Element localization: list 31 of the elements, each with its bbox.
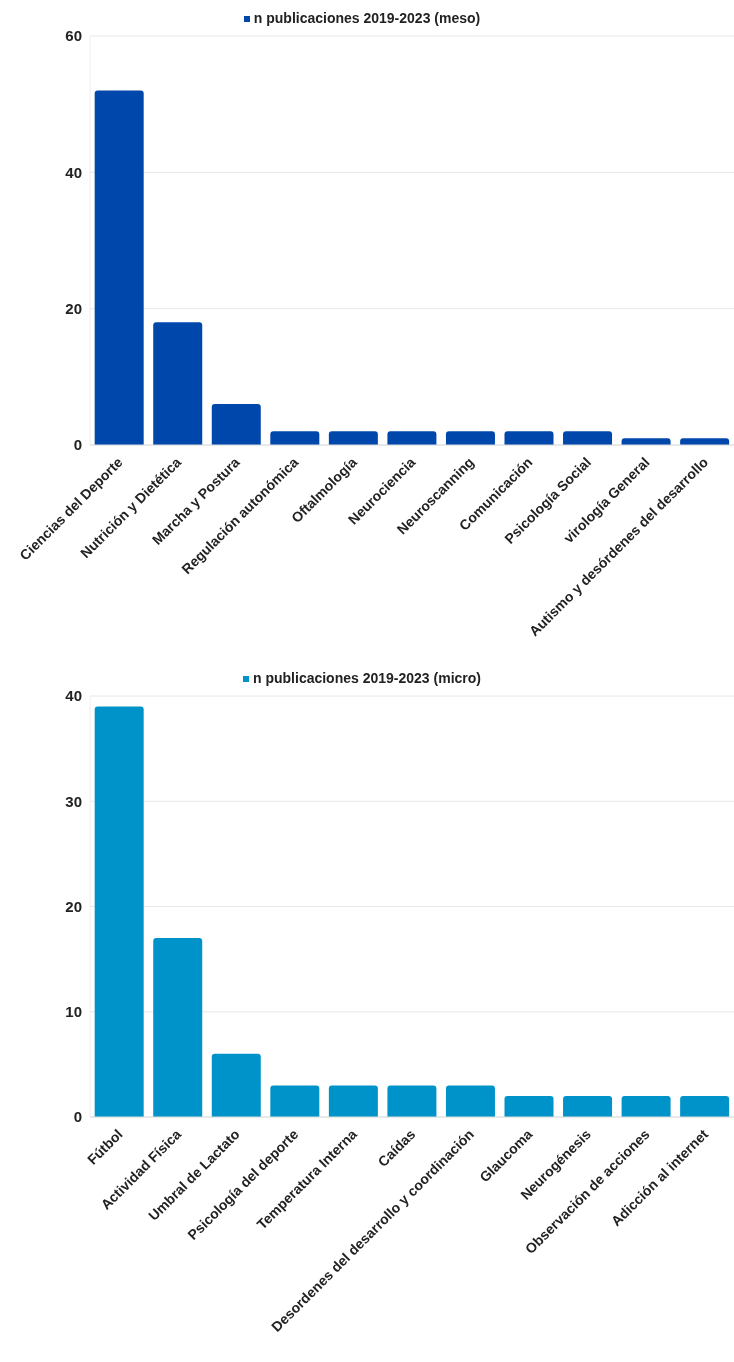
y-tick-label: 0 (73, 436, 82, 454)
bar (504, 1095, 554, 1117)
bar (563, 431, 613, 445)
bar (153, 322, 203, 445)
bar (328, 431, 378, 445)
bar (94, 706, 144, 1117)
bar (94, 90, 144, 445)
y-tick-label: 40 (65, 687, 82, 705)
bar (445, 431, 495, 445)
bar (153, 938, 203, 1117)
y-tick-label: 40 (65, 163, 82, 181)
y-tick-label: 60 (65, 27, 82, 45)
bar (387, 1085, 437, 1117)
legend-label: n publicaciones 2019-2023 (micro) (253, 670, 481, 686)
legend-label: n publicaciones 2019-2023 (meso) (253, 10, 481, 26)
bar (270, 431, 320, 445)
bar (328, 1085, 378, 1117)
y-tick-label: 10 (65, 1003, 82, 1021)
y-tick-label: 20 (65, 299, 82, 317)
bar (445, 1085, 495, 1117)
bar (504, 431, 554, 445)
bar (211, 404, 261, 445)
bar (387, 431, 437, 445)
bar (563, 1095, 613, 1117)
y-tick-label: 20 (65, 897, 82, 915)
y-tick-label: 30 (65, 792, 82, 810)
bar (680, 1095, 730, 1117)
bar (270, 1085, 320, 1117)
bar (211, 1053, 261, 1117)
bar (621, 1095, 671, 1117)
y-tick-label: 0 (73, 1108, 82, 1126)
